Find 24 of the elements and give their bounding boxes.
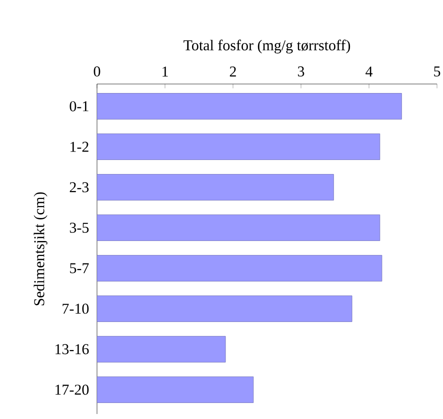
- y-tick-label: 13-16: [56, 344, 89, 354]
- y-tick-label: 1-2: [70, 142, 88, 152]
- bar: [97, 134, 380, 160]
- x-tick-label: 4: [366, 66, 373, 76]
- x-axis-title: Total fosfor (mg/g tørrstoff): [184, 40, 350, 54]
- x-tick-label: 5: [434, 66, 440, 76]
- bar: [97, 214, 380, 241]
- bar: [97, 174, 334, 200]
- bar: [97, 255, 382, 282]
- y-tick-label: 0-1: [70, 101, 88, 112]
- x-tick-label: 0: [94, 66, 100, 76]
- y-tick-label: 3-5: [70, 222, 89, 233]
- x-tick-label: 1: [162, 66, 168, 76]
- x-tick-label: 3: [298, 66, 304, 76]
- y-tick-label: 17-20: [56, 384, 89, 395]
- bar: [97, 296, 352, 322]
- y-tick-label: 5-7: [70, 263, 89, 274]
- y-tick-label: 7-10: [62, 304, 89, 314]
- y-axis-title: Sedimentsjikt (cm): [34, 192, 48, 306]
- bar: [97, 93, 402, 120]
- bar: [97, 376, 254, 403]
- x-tick-label: 2: [230, 66, 236, 76]
- y-tick-label: 2-3: [70, 182, 89, 192]
- bar: [97, 336, 226, 362]
